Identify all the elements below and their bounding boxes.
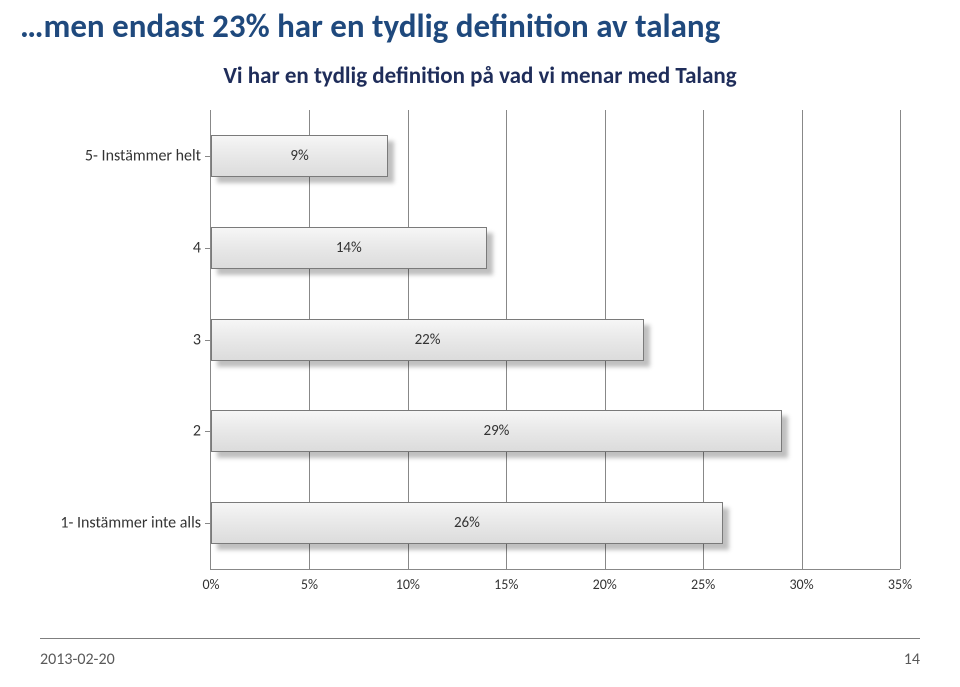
bar-value-label: 9% [290,147,308,165]
grid-line [900,110,901,569]
grid-line [703,110,704,569]
footer-page-number: 14 [904,650,920,669]
plot-area: 0%5%10%15%20%25%30%35%5- Instämmer helt9… [210,110,900,570]
x-axis-label: 20% [593,576,617,593]
x-axis-label: 10% [396,576,420,593]
x-axis-label: 15% [494,576,518,593]
bar-value-label: 14% [336,239,362,257]
y-axis-label: 5- Instämmer helt [41,146,201,165]
bar-chart: 0% 5% 10% 15% 20% 25% 30% 35% 5- Instämmer helt 9… [40,110,920,600]
x-axis-label: 30% [789,576,813,593]
bar-value-label: 22% [415,331,441,349]
chart-subtitle: Vi har en tydlig definition på vad vi me… [0,62,960,90]
footer-date: 2013-02-20 [40,650,115,669]
y-axis-label: 3 [41,330,201,349]
bar-value-label: 26% [454,514,480,532]
slide: …men endast 23% har en tydlig definition… [0,0,960,687]
y-axis-label: 2 [41,422,201,441]
x-axis-label: 5% [301,576,318,593]
grid-line [802,110,803,569]
x-axis-label: 35% [888,576,912,593]
x-axis-label: 25% [691,576,715,593]
x-axis-label: 0% [202,576,219,593]
footer-divider [40,638,920,639]
y-axis-label: 1- Instämmer inte alls [41,514,201,533]
y-axis-label: 4 [41,238,201,257]
slide-title: …men endast 23% har en tydlig definition… [20,6,940,46]
bar-value-label: 29% [483,422,509,440]
